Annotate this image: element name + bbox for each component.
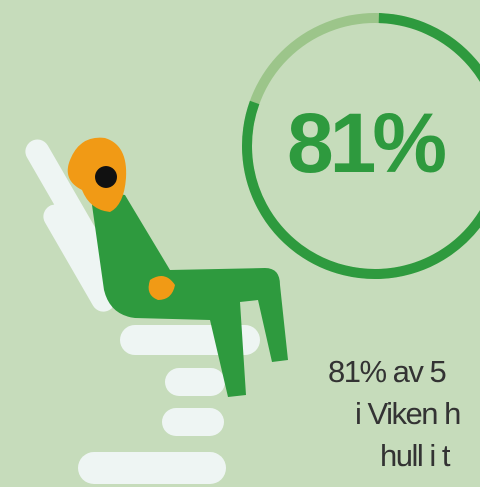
hand — [148, 276, 175, 300]
ear — [95, 166, 117, 188]
chair-foot — [78, 452, 226, 484]
chair-back — [25, 139, 113, 273]
gauge-arc — [242, 13, 480, 279]
caption-line: hull i t — [380, 438, 451, 473]
gauge-label: 81% — [287, 96, 445, 190]
chair-base — [162, 408, 224, 436]
patient — [67, 137, 288, 397]
dental-chair — [25, 139, 260, 484]
caption-line: 81% av 5 — [328, 354, 446, 389]
body — [92, 193, 288, 397]
caption-line: i Viken h — [355, 396, 460, 431]
chair-back — [43, 204, 116, 312]
chair-base — [165, 368, 225, 396]
